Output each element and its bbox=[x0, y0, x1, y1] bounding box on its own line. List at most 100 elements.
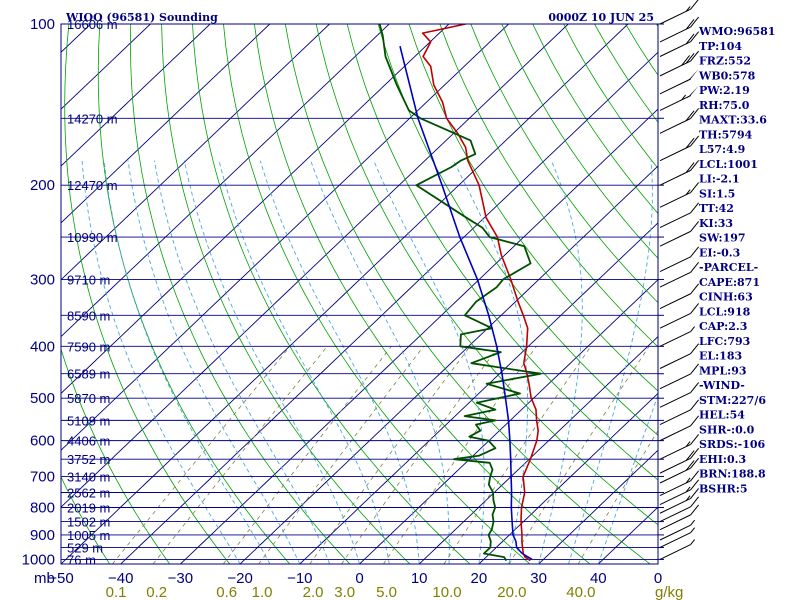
stat-line: BSHR:5 bbox=[699, 482, 748, 495]
plot-frame bbox=[60, 23, 659, 565]
wind-barb-staff bbox=[659, 524, 691, 541]
dry-adiabat-line bbox=[61, 475, 111, 564]
pressure-ticks: 100 200 300 400 500 600 700 800 900 1000 bbox=[22, 16, 55, 568]
height-label: 3752 m bbox=[67, 452, 110, 467]
moist-adiabat-line bbox=[218, 160, 390, 564]
mixing-ratio-ticks: 0.1 0.2 0.6 1.0 2.0 3.0 5.0 10.0 20.0 40.0 bbox=[106, 584, 596, 600]
stat-line: BRN:188.8 bbox=[699, 468, 766, 481]
wind-barb-half-feather bbox=[690, 539, 696, 545]
mixing-ratio-tick-label: 0.1 bbox=[106, 584, 127, 600]
wind-barb-feather bbox=[690, 261, 700, 273]
wind-barb bbox=[659, 448, 700, 474]
mixing-ratio-tick-label: 2.0 bbox=[303, 584, 324, 600]
wind-barb-feather bbox=[690, 303, 700, 314]
temperature-tick-label: −10 bbox=[287, 570, 312, 587]
wind-barb-feather bbox=[690, 108, 700, 119]
y-axis-label: mb bbox=[34, 570, 55, 587]
wind-barb-staff bbox=[659, 489, 691, 506]
wind-barb-feather bbox=[685, 460, 695, 471]
stat-line: -WIND- bbox=[699, 379, 745, 392]
stat-line: TT:42 bbox=[699, 202, 734, 215]
wind-barb bbox=[659, 303, 700, 329]
wind-barb bbox=[659, 246, 700, 273]
wind-barb-feather bbox=[690, 434, 700, 445]
isotherm-line bbox=[61, 24, 509, 451]
wind-barb bbox=[659, 479, 700, 506]
wind-barb-staff bbox=[659, 392, 691, 408]
wind-barb-staff bbox=[659, 145, 691, 162]
wind-barb bbox=[659, 415, 700, 442]
sounding-traces bbox=[378, 24, 542, 562]
height-label: 2562 m bbox=[67, 486, 110, 501]
wind-barbs bbox=[659, 0, 700, 560]
temperature-tick-label: 40 bbox=[590, 570, 607, 587]
wind-barb-half-feather bbox=[690, 519, 696, 526]
wind-barb bbox=[659, 68, 699, 95]
wind-barb-feather bbox=[690, 16, 700, 28]
wind-barb bbox=[659, 135, 700, 162]
stat-line: WMO:96581 bbox=[698, 25, 775, 38]
wind-barb-feather bbox=[690, 479, 700, 491]
stat-line: LCL:918 bbox=[699, 305, 751, 318]
temperature-tick-label: 30 bbox=[530, 570, 547, 587]
height-labels: 16606 m 14270 m 12470 m 10990 m 9710 m 8590 m… bbox=[67, 17, 118, 567]
wind-barb-feather bbox=[690, 496, 700, 508]
mixing-ratio-line bbox=[309, 346, 471, 564]
stat-line: LI:-2.1 bbox=[699, 173, 740, 186]
pressure-tick-label: 300 bbox=[30, 271, 55, 288]
wind-barb bbox=[659, 457, 700, 484]
isotherm-line bbox=[61, 24, 629, 564]
wind-barb bbox=[659, 382, 700, 408]
dry-adiabat-line bbox=[223, 24, 531, 564]
dry-adiabat-line bbox=[61, 347, 171, 564]
wind-barb-staff bbox=[659, 256, 691, 273]
height-label: 2019 m bbox=[67, 501, 110, 516]
stat-line: SHR-:0.0 bbox=[699, 423, 755, 436]
wind-barb-staff bbox=[659, 212, 691, 229]
wind-barb bbox=[659, 488, 700, 514]
wind-barb bbox=[659, 363, 700, 390]
temperature-tick-label: 0 bbox=[355, 570, 363, 587]
temperature-tick-label: 20 bbox=[471, 570, 488, 587]
temperature-tick-label: −20 bbox=[227, 570, 252, 587]
isotherm-line bbox=[299, 222, 658, 564]
wind-barb bbox=[659, 539, 696, 560]
isotherm-line bbox=[61, 24, 450, 395]
wind-barb bbox=[659, 16, 700, 43]
wind-barb-staff bbox=[659, 95, 691, 111]
wind-barb-staff bbox=[659, 544, 691, 560]
x-axis-units: g/kg bbox=[655, 584, 683, 600]
wind-barb-feather bbox=[690, 382, 700, 393]
stat-line: CAP:2.3 bbox=[699, 320, 747, 333]
wind-barb-feather bbox=[690, 470, 700, 482]
stat-line: KI:33 bbox=[699, 217, 733, 230]
wind-barb-feather bbox=[685, 52, 695, 64]
moist-adiabat-line bbox=[154, 160, 331, 564]
dry-adiabat-line bbox=[161, 24, 411, 564]
temperature-trace bbox=[421, 24, 540, 562]
pressure-tick-label: 600 bbox=[30, 433, 55, 450]
stat-line: STM:227/6 bbox=[699, 394, 766, 407]
isotherm-line bbox=[61, 24, 390, 338]
stat-line: EI:-0.3 bbox=[699, 246, 740, 259]
wind-barb-staff bbox=[659, 192, 691, 208]
dry-adiabat-line bbox=[501, 24, 658, 259]
dry-adiabat-line bbox=[315, 24, 658, 526]
wind-barb bbox=[659, 50, 700, 77]
wind-barb bbox=[659, 504, 700, 531]
mixing-ratio-line bbox=[152, 346, 328, 564]
height-label: 1005 m bbox=[67, 528, 110, 543]
stat-line: PW:2.19 bbox=[699, 84, 750, 97]
wind-barb-flag bbox=[686, 85, 699, 99]
mixing-ratio-tick-label: 3.0 bbox=[334, 584, 355, 600]
stat-line: MPL:93 bbox=[699, 364, 747, 377]
wind-barb-half-feather bbox=[685, 6, 691, 12]
pressure-tick-label: 100 bbox=[30, 16, 55, 33]
stat-line: CAPE:871 bbox=[699, 276, 760, 289]
wind-barb-staff bbox=[659, 443, 691, 460]
wind-barb-staff bbox=[659, 498, 691, 514]
wind-barb-half-feather bbox=[685, 486, 691, 493]
wind-barb-staff bbox=[659, 230, 691, 247]
